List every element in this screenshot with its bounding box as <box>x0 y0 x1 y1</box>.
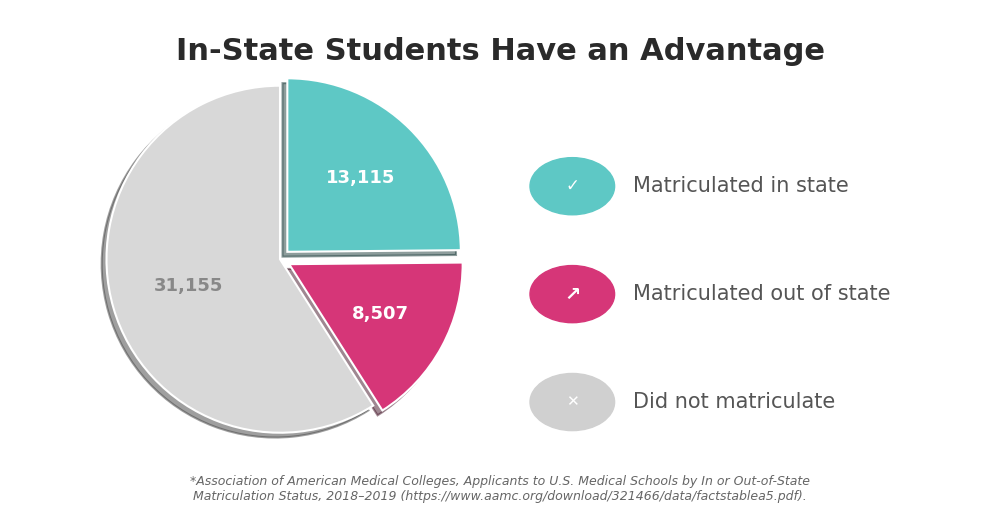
Wedge shape <box>289 262 463 411</box>
Wedge shape <box>106 86 373 433</box>
Text: 31,155: 31,155 <box>154 277 223 295</box>
Circle shape <box>530 266 615 323</box>
Text: ✕: ✕ <box>566 395 579 409</box>
Text: 13,115: 13,115 <box>326 169 395 187</box>
Text: ✓: ✓ <box>565 177 579 195</box>
Text: ↗: ↗ <box>564 285 580 304</box>
Text: Matriculated in state: Matriculated in state <box>633 176 849 196</box>
Circle shape <box>530 158 615 215</box>
Text: In-State Students Have an Advantage: In-State Students Have an Advantage <box>176 37 824 66</box>
Text: Matriculated out of state: Matriculated out of state <box>633 284 891 304</box>
Text: 8,507: 8,507 <box>352 305 409 323</box>
Text: *Association of American Medical Colleges, Applicants to U.S. Medical Schools by: *Association of American Medical College… <box>190 476 810 503</box>
Circle shape <box>530 373 615 431</box>
Wedge shape <box>287 78 461 252</box>
Text: Did not matriculate: Did not matriculate <box>633 392 836 412</box>
